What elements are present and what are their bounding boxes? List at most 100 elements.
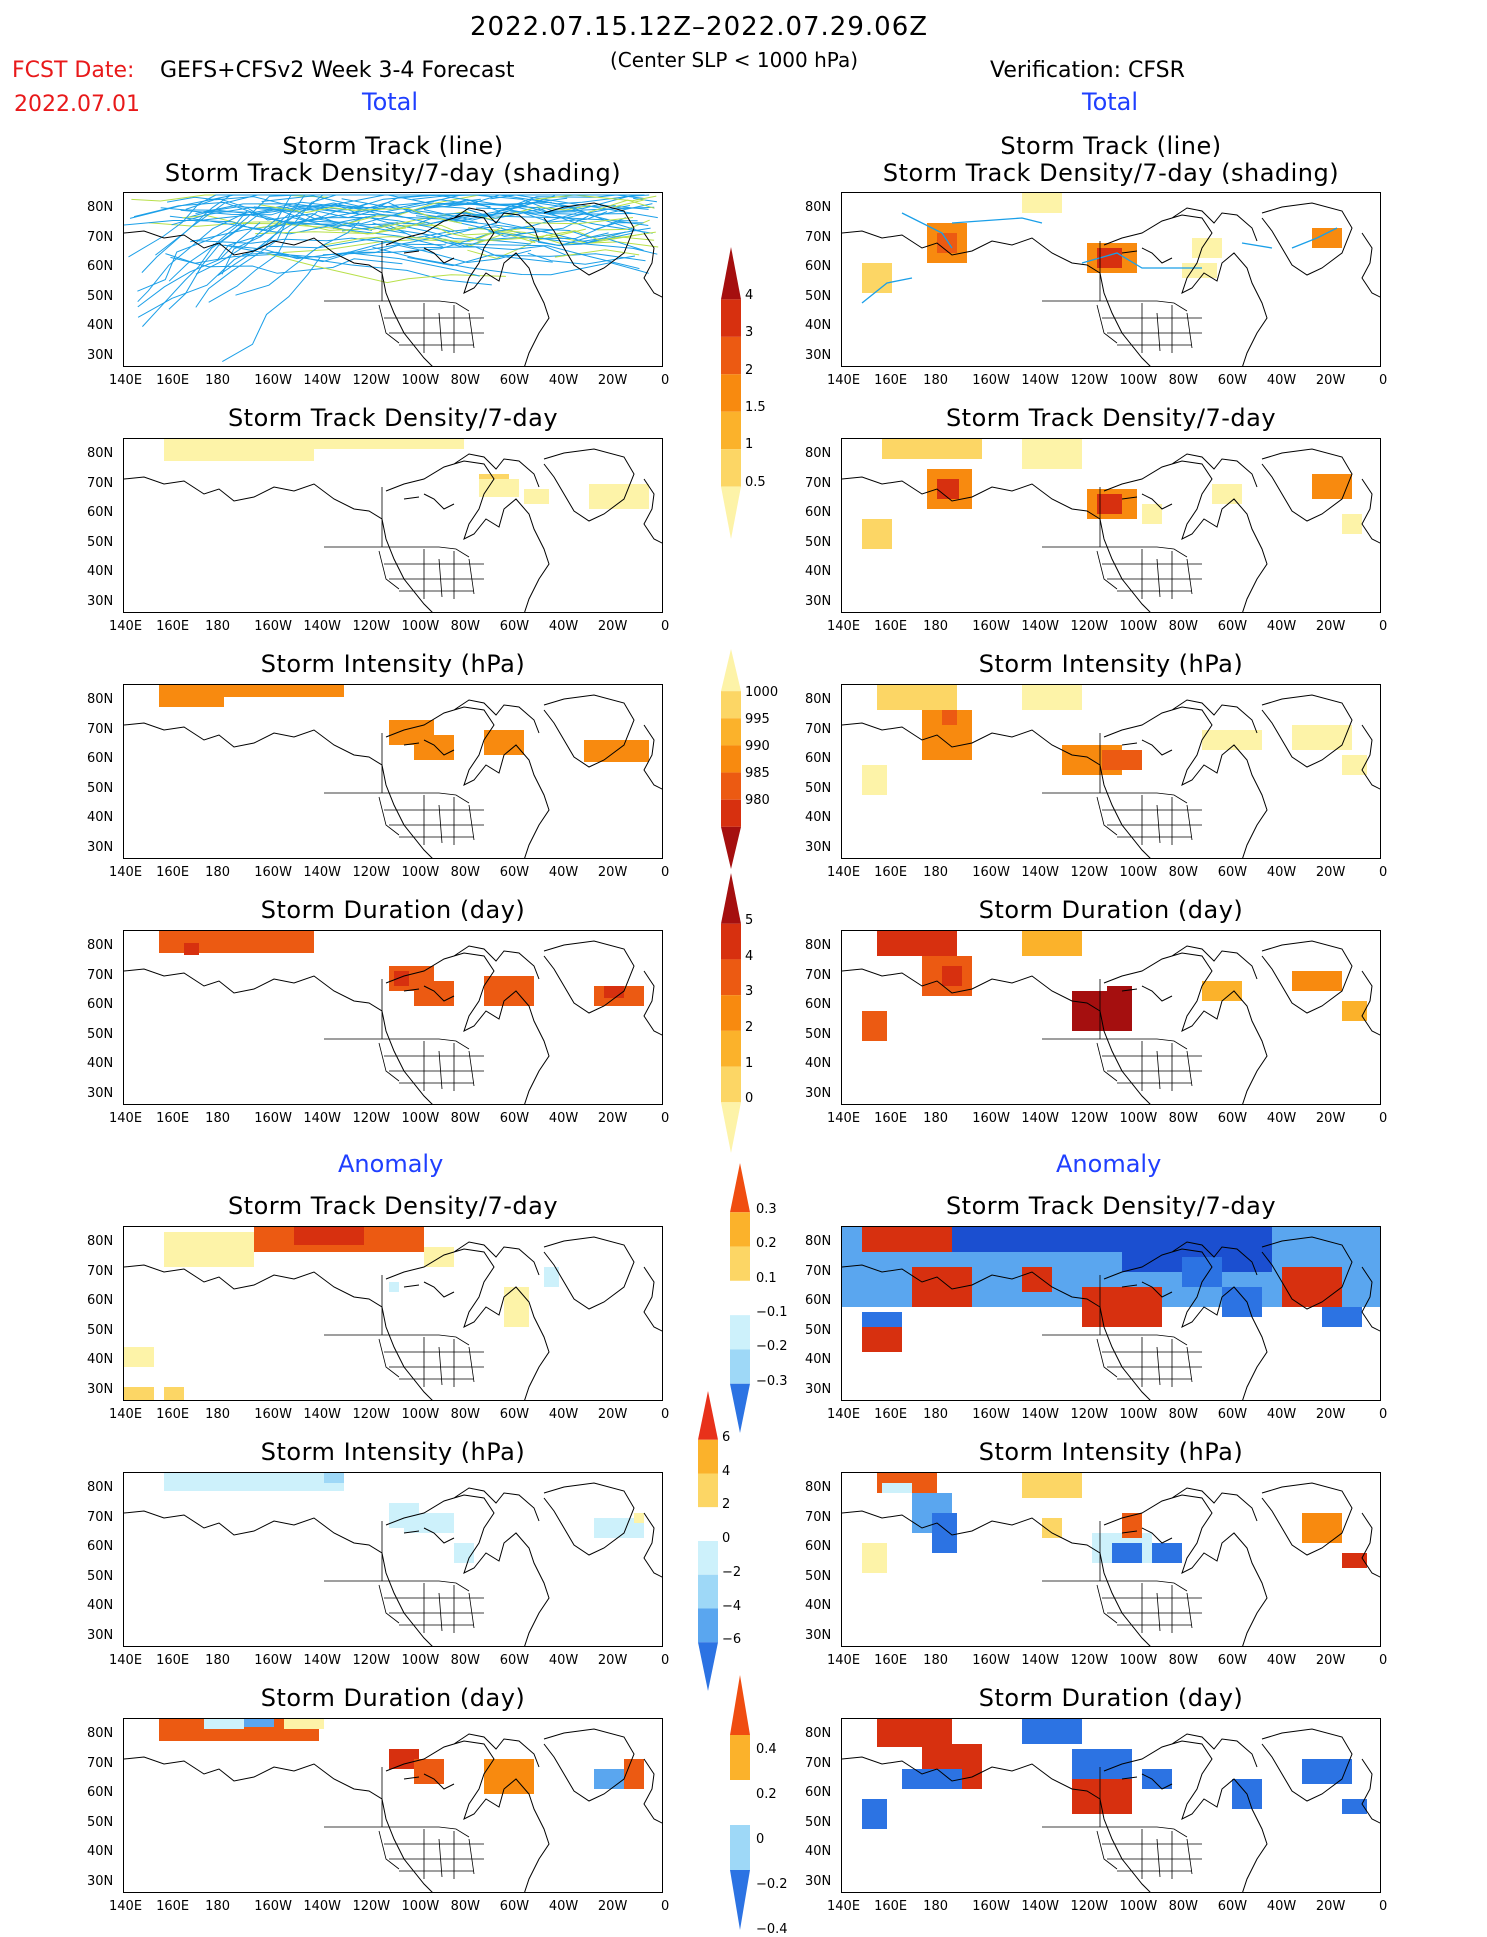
lat-label: 80N	[805, 692, 832, 707]
lon-label: 120W	[1070, 865, 1109, 880]
lon-label: 20W	[597, 1899, 628, 1914]
lat-label: 60N	[805, 1293, 832, 1308]
lon-label: 160W	[254, 1407, 292, 1422]
lon-label: 120W	[352, 1653, 391, 1668]
lon-label: 80W	[450, 1653, 481, 1668]
lon-label: 140E	[827, 865, 861, 880]
lon-label: 20W	[597, 619, 628, 634]
map-panel-3-1	[841, 930, 1381, 1105]
lon-label: 80W	[450, 373, 481, 388]
map-panel-5-1	[841, 1472, 1381, 1647]
lat-label: 80N	[87, 1234, 114, 1249]
lat-label: 60N	[805, 259, 832, 274]
lon-label: 20W	[1315, 1111, 1346, 1126]
lat-label: 40N	[805, 1056, 832, 1071]
lat-label: 50N	[805, 1568, 832, 1584]
lon-label: 40W	[548, 1111, 579, 1126]
colorbar-density-total-label: 1.5	[745, 400, 766, 415]
colorbar-duration-total-label: 2	[745, 1020, 754, 1035]
lon-label: 160W	[972, 1111, 1010, 1126]
panel-title-track_density-1-1: Storm Track Density/7-day	[945, 404, 1277, 432]
lat-label: 70N	[87, 721, 114, 737]
colorbar-density-anom-label: −0.2	[756, 1339, 788, 1355]
lat-label: 40N	[87, 1056, 114, 1071]
lon-label: 120W	[1070, 619, 1109, 634]
criterion-label: (Center SLP < 1000 hPa)	[610, 48, 858, 72]
colorbar-intensity-anom-label: −6	[722, 1632, 742, 1648]
lat-label: 80N	[87, 1480, 114, 1495]
lon-label: 40W	[1266, 1407, 1297, 1422]
lat-label: 80N	[87, 200, 114, 215]
lon-label: 0	[1379, 1111, 1388, 1126]
colorbar-density-anom-label: 0.1	[756, 1270, 777, 1286]
lon-label: 160E	[874, 1111, 908, 1126]
lon-label: 20W	[1315, 1653, 1346, 1668]
lat-label: 40N	[805, 564, 832, 579]
lon-label: 20W	[597, 1653, 628, 1668]
colorbar-duration-anom	[730, 1675, 750, 1930]
fcst-date: 2022.07.01	[14, 92, 140, 117]
colorbar-intensity-total-label: 1000	[745, 684, 779, 700]
lon-label: 40W	[1266, 373, 1297, 388]
lat-label: 30N	[87, 1381, 114, 1397]
lon-label: 80W	[1168, 1653, 1199, 1668]
lon-label: 100W	[1119, 1653, 1158, 1668]
lon-label: 60W	[499, 373, 530, 388]
lon-label: 40W	[1266, 865, 1297, 880]
lat-label: 50N	[805, 1814, 832, 1830]
map-panel-6-1	[841, 1718, 1381, 1893]
lat-label: 50N	[805, 780, 832, 796]
lon-label: 160E	[874, 865, 908, 880]
lon-label: 60W	[499, 1653, 530, 1668]
lon-label: 180	[923, 619, 948, 634]
lon-label: 80W	[1168, 373, 1199, 388]
lon-label: 40W	[1266, 1899, 1297, 1914]
lon-label: 180	[923, 1111, 948, 1126]
lat-label: 30N	[87, 1627, 114, 1643]
lon-label: 20W	[597, 865, 628, 880]
lon-label: 80W	[1168, 1899, 1199, 1914]
map-panel-2-1	[841, 684, 1381, 859]
colorbar-duration-total-label: 3	[745, 984, 754, 1000]
lat-label: 70N	[805, 1509, 832, 1525]
colorbar-duration-total	[721, 873, 741, 1153]
date-range-title: 2022.07.15.12Z–2022.07.29.06Z	[470, 12, 929, 42]
lat-label: 50N	[805, 1026, 832, 1042]
panel-title-duration-3-0: Storm Duration (day)	[260, 896, 526, 924]
colorbar-intensity-total-label: 995	[745, 711, 770, 727]
lon-label: 40W	[548, 373, 579, 388]
section-anomaly-left: Anomaly	[338, 1150, 444, 1178]
lat-label: 70N	[805, 967, 832, 983]
lon-label: 120W	[1070, 1407, 1109, 1422]
map-panel-0-1	[841, 192, 1381, 367]
map-panel-1-0	[123, 438, 663, 613]
lon-label: 0	[1379, 1653, 1388, 1668]
lon-label: 180	[205, 1407, 230, 1422]
lat-label: 60N	[805, 751, 832, 766]
lat-label: 40N	[87, 1598, 114, 1613]
lon-label: 60W	[1217, 865, 1248, 880]
lat-label: 50N	[87, 534, 114, 550]
lat-label: 70N	[87, 967, 114, 983]
lon-label: 100W	[401, 373, 440, 388]
lat-label: 40N	[805, 318, 832, 333]
lon-label: 160W	[972, 1653, 1010, 1668]
lon-label: 0	[1379, 373, 1388, 388]
colorbar-duration-total-label: 5	[745, 912, 754, 928]
lon-label: 80W	[1168, 865, 1199, 880]
lon-label: 20W	[1315, 865, 1346, 880]
lon-label: 140E	[109, 1407, 143, 1422]
lon-label: 120W	[352, 373, 391, 388]
lat-label: 70N	[87, 475, 114, 491]
lat-label: 30N	[805, 839, 832, 855]
colorbar-duration-total-label: 4	[745, 948, 754, 964]
lon-label: 140E	[827, 1653, 861, 1668]
colorbar-intensity-total-label: 980	[745, 793, 770, 809]
lon-label: 160W	[254, 865, 292, 880]
lat-label: 60N	[805, 1785, 832, 1800]
colorbar-density-anom-label: 0.3	[756, 1202, 777, 1218]
lat-label: 50N	[87, 1322, 114, 1338]
lon-label: 0	[1379, 1899, 1388, 1914]
lon-label: 120W	[1070, 1899, 1109, 1914]
map-panel-5-0	[123, 1472, 663, 1647]
